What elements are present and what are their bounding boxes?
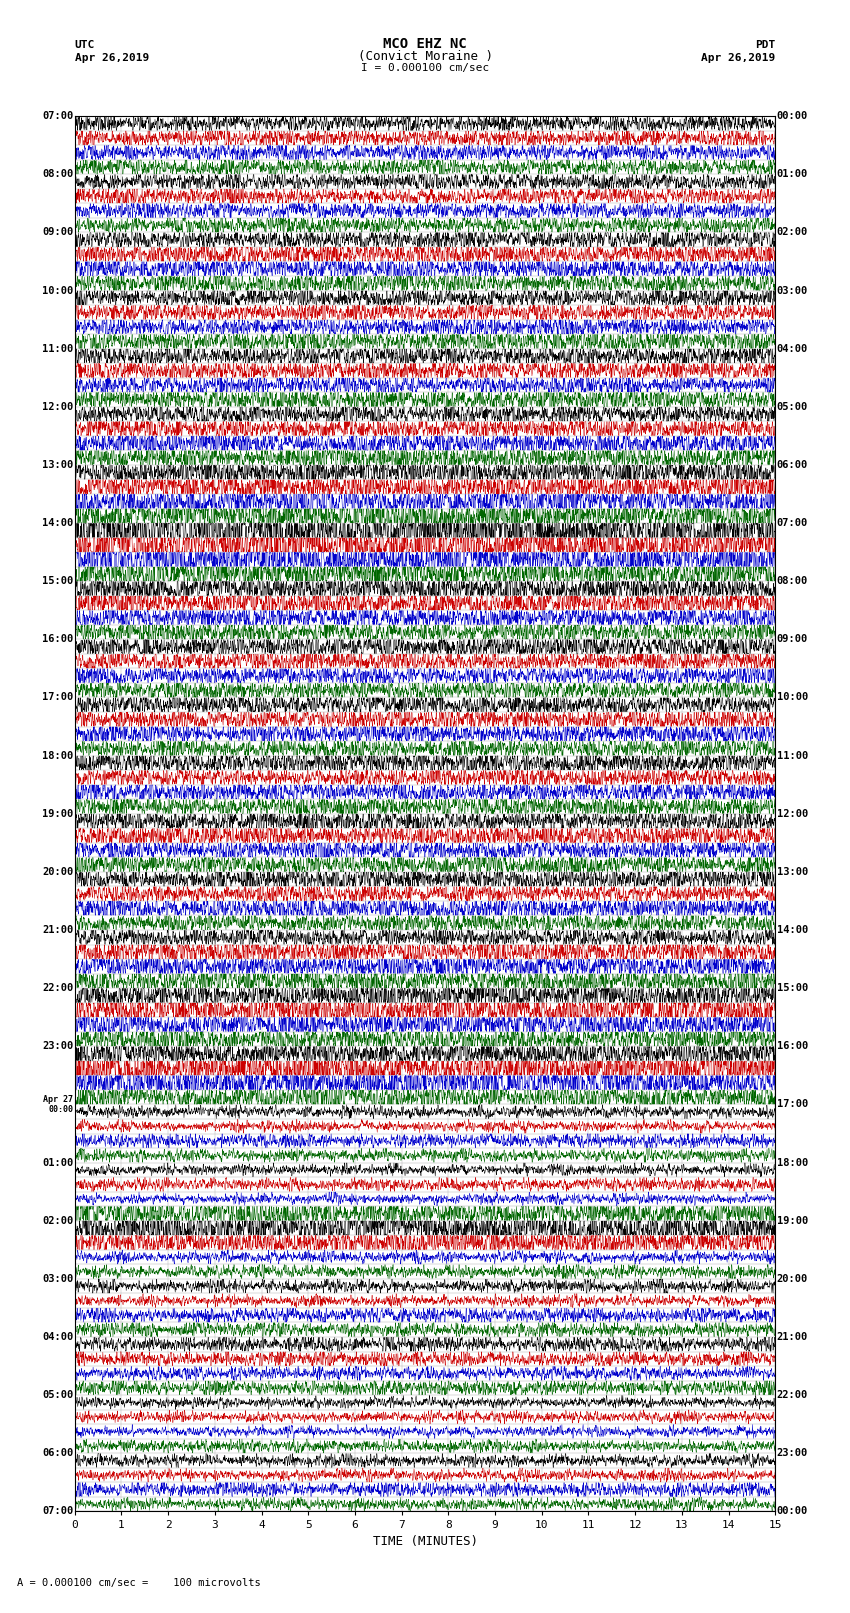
Text: 11:00: 11:00 [42,344,73,353]
Text: 03:00: 03:00 [777,286,807,295]
Text: Apr 26,2019: Apr 26,2019 [701,53,775,63]
Text: 08:00: 08:00 [777,576,807,586]
Text: 22:00: 22:00 [777,1390,807,1400]
Text: 06:00: 06:00 [42,1448,73,1458]
Text: 18:00: 18:00 [777,1158,807,1168]
Text: Apr 26,2019: Apr 26,2019 [75,53,149,63]
Text: 10:00: 10:00 [777,692,807,703]
Text: 04:00: 04:00 [42,1332,73,1342]
Text: 13:00: 13:00 [777,866,807,877]
Text: 22:00: 22:00 [42,984,73,994]
Text: 15:00: 15:00 [42,576,73,586]
Text: 06:00: 06:00 [777,460,807,469]
Text: 14:00: 14:00 [42,518,73,527]
Text: 03:00: 03:00 [42,1274,73,1284]
Text: 21:00: 21:00 [777,1332,807,1342]
Text: 00:00: 00:00 [777,1507,807,1516]
Text: 05:00: 05:00 [777,402,807,411]
Text: 14:00: 14:00 [777,924,807,936]
Text: 01:00: 01:00 [42,1158,73,1168]
Text: 09:00: 09:00 [777,634,807,644]
Text: 07:00: 07:00 [42,111,73,121]
Text: UTC: UTC [75,40,95,50]
Text: 23:00: 23:00 [777,1448,807,1458]
Text: 13:00: 13:00 [42,460,73,469]
Text: 23:00: 23:00 [42,1042,73,1052]
Text: 07:00: 07:00 [777,518,807,527]
Text: A = 0.000100 cm/sec =    100 microvolts: A = 0.000100 cm/sec = 100 microvolts [17,1578,261,1587]
Text: 02:00: 02:00 [42,1216,73,1226]
Text: 16:00: 16:00 [42,634,73,644]
Text: 05:00: 05:00 [42,1390,73,1400]
Text: 04:00: 04:00 [777,344,807,353]
Text: 02:00: 02:00 [777,227,807,237]
Text: 12:00: 12:00 [42,402,73,411]
Text: 11:00: 11:00 [777,750,807,761]
Text: (Convict Moraine ): (Convict Moraine ) [358,50,492,63]
Text: 15:00: 15:00 [777,984,807,994]
Text: 17:00: 17:00 [42,692,73,703]
Text: 08:00: 08:00 [42,169,73,179]
Text: 18:00: 18:00 [42,750,73,761]
X-axis label: TIME (MINUTES): TIME (MINUTES) [372,1534,478,1547]
Text: 20:00: 20:00 [777,1274,807,1284]
Text: 10:00: 10:00 [42,286,73,295]
Text: Apr 27
00:00: Apr 27 00:00 [43,1095,73,1115]
Text: 20:00: 20:00 [42,866,73,877]
Text: I = 0.000100 cm/sec: I = 0.000100 cm/sec [361,63,489,73]
Text: 12:00: 12:00 [777,808,807,819]
Text: 19:00: 19:00 [777,1216,807,1226]
Text: 19:00: 19:00 [42,808,73,819]
Text: 07:00: 07:00 [42,1507,73,1516]
Text: MCO EHZ NC: MCO EHZ NC [383,37,467,52]
Text: 21:00: 21:00 [42,924,73,936]
Text: 09:00: 09:00 [42,227,73,237]
Text: 01:00: 01:00 [777,169,807,179]
Text: 16:00: 16:00 [777,1042,807,1052]
Text: 17:00: 17:00 [777,1100,807,1110]
Text: 00:00: 00:00 [777,111,807,121]
Text: PDT: PDT [755,40,775,50]
